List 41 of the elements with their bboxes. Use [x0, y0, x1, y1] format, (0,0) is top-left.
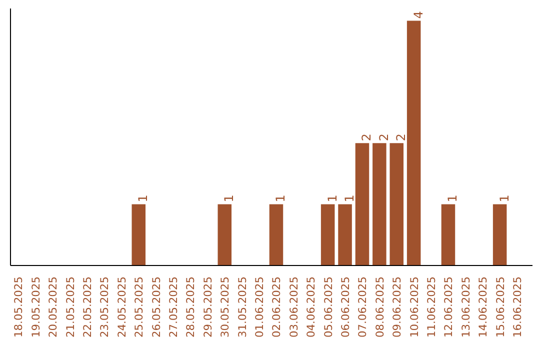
x-tick-label: 04.06.2025: [304, 276, 318, 338]
x-tick-label: 13.06.2025: [459, 276, 472, 338]
data-label: 1: [136, 194, 150, 202]
x-tick-label: 26.05.2025: [150, 276, 163, 338]
data-label: 4: [411, 11, 426, 19]
x-tick-label: 19.05.2025: [29, 276, 42, 338]
x-tick-label: 06.06.2025: [339, 276, 352, 338]
data-label: 1: [446, 194, 460, 202]
x-tick-label: 31.05.2025: [236, 276, 249, 338]
data-label: 1: [325, 194, 340, 202]
data-label: 1: [274, 194, 288, 202]
x-tick-label: 10.06.2025: [408, 276, 421, 338]
x-tick-label: 23.05.2025: [98, 276, 112, 338]
x-tick-label: 16.06.2025: [511, 276, 524, 338]
x-tick-label: 29.05.2025: [201, 276, 214, 338]
x-tick-label: 02.06.2025: [270, 276, 284, 338]
data-label: 1: [497, 194, 512, 202]
x-tick-label: 09.06.2025: [390, 276, 404, 338]
x-tick-label: 05.06.2025: [322, 276, 335, 338]
x-tick-label: 18.05.2025: [12, 276, 26, 338]
x-tick-label: 27.05.2025: [167, 276, 180, 338]
x-tick-label: 28.05.2025: [184, 276, 198, 338]
x-tick-label: 12.06.2025: [442, 276, 456, 338]
x-tick-label: 14.06.2025: [476, 276, 490, 338]
data-label: 1: [222, 194, 236, 202]
x-tick-label: 08.06.2025: [373, 276, 386, 338]
x-tick-label: 01.06.2025: [253, 276, 266, 338]
x-tick-label: 30.05.2025: [218, 276, 232, 338]
x-tick-label: 11.06.2025: [425, 276, 438, 338]
data-label: 2: [394, 133, 408, 142]
x-tick-label: 21.05.2025: [64, 276, 77, 338]
x-tick-label: 03.06.2025: [287, 276, 300, 338]
x-tick-label: 20.05.2025: [46, 276, 60, 338]
x-tick-label: 15.06.2025: [494, 276, 507, 338]
data-label: 2: [360, 133, 374, 142]
x-tick-label: 24.05.2025: [115, 276, 128, 338]
data-label: 1: [342, 194, 357, 202]
x-tick-label: 25.05.2025: [132, 276, 146, 338]
x-tick-label: 22.05.2025: [81, 276, 94, 338]
data-label: 2: [376, 133, 391, 142]
x-tick-label: 07.06.2025: [356, 276, 370, 338]
